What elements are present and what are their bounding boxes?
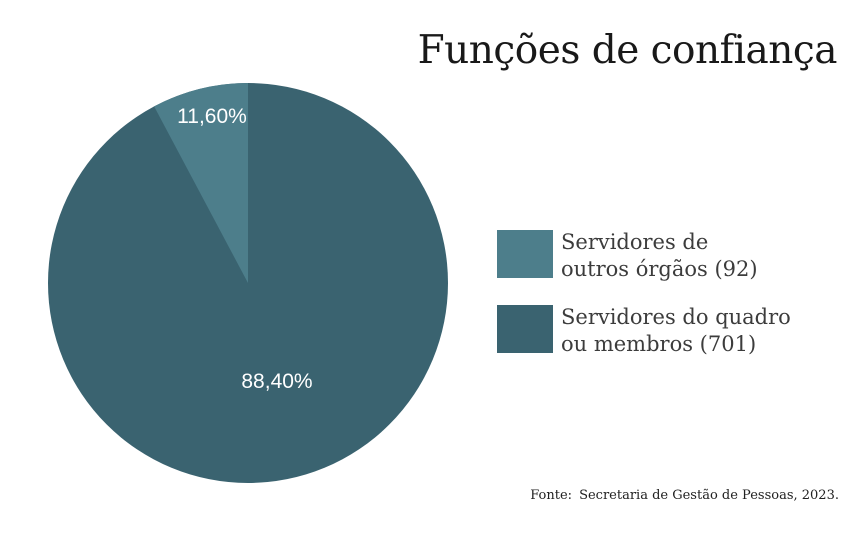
source-text: Secretaria de Gestão de Pessoas, 2023. bbox=[579, 488, 839, 503]
source-note: Fonte: Secretaria de Gestão de Pessoas, 2… bbox=[530, 488, 839, 503]
chart-title: Funções de confiança bbox=[417, 28, 838, 73]
legend-item-quadro-membros: Servidores do quadro ou membros (701) bbox=[497, 305, 791, 358]
pie-chart: 11,60% 88,40% bbox=[48, 83, 448, 483]
legend-item-outros-orgaos: Servidores de outros órgãos (92) bbox=[497, 230, 791, 283]
legend-swatch-dark-icon bbox=[497, 305, 553, 353]
legend-swatch-light-icon bbox=[497, 230, 553, 278]
legend-label-line2: outros órgãos (92) bbox=[561, 257, 758, 281]
pie-svg bbox=[48, 83, 448, 483]
legend-label: Servidores de outros órgãos (92) bbox=[561, 229, 758, 283]
source-label: Fonte: bbox=[530, 488, 573, 503]
legend: Servidores de outros órgãos (92) Servido… bbox=[497, 230, 791, 358]
pie-value-label-small-slice: 11,60% bbox=[177, 105, 247, 128]
legend-label-line2: ou membros (701) bbox=[561, 332, 757, 356]
legend-label: Servidores do quadro ou membros (701) bbox=[561, 304, 791, 358]
legend-label-line1: Servidores do quadro bbox=[561, 305, 791, 329]
legend-label-line1: Servidores de bbox=[561, 230, 709, 254]
pie-value-label-large-slice: 88,40% bbox=[241, 370, 313, 393]
